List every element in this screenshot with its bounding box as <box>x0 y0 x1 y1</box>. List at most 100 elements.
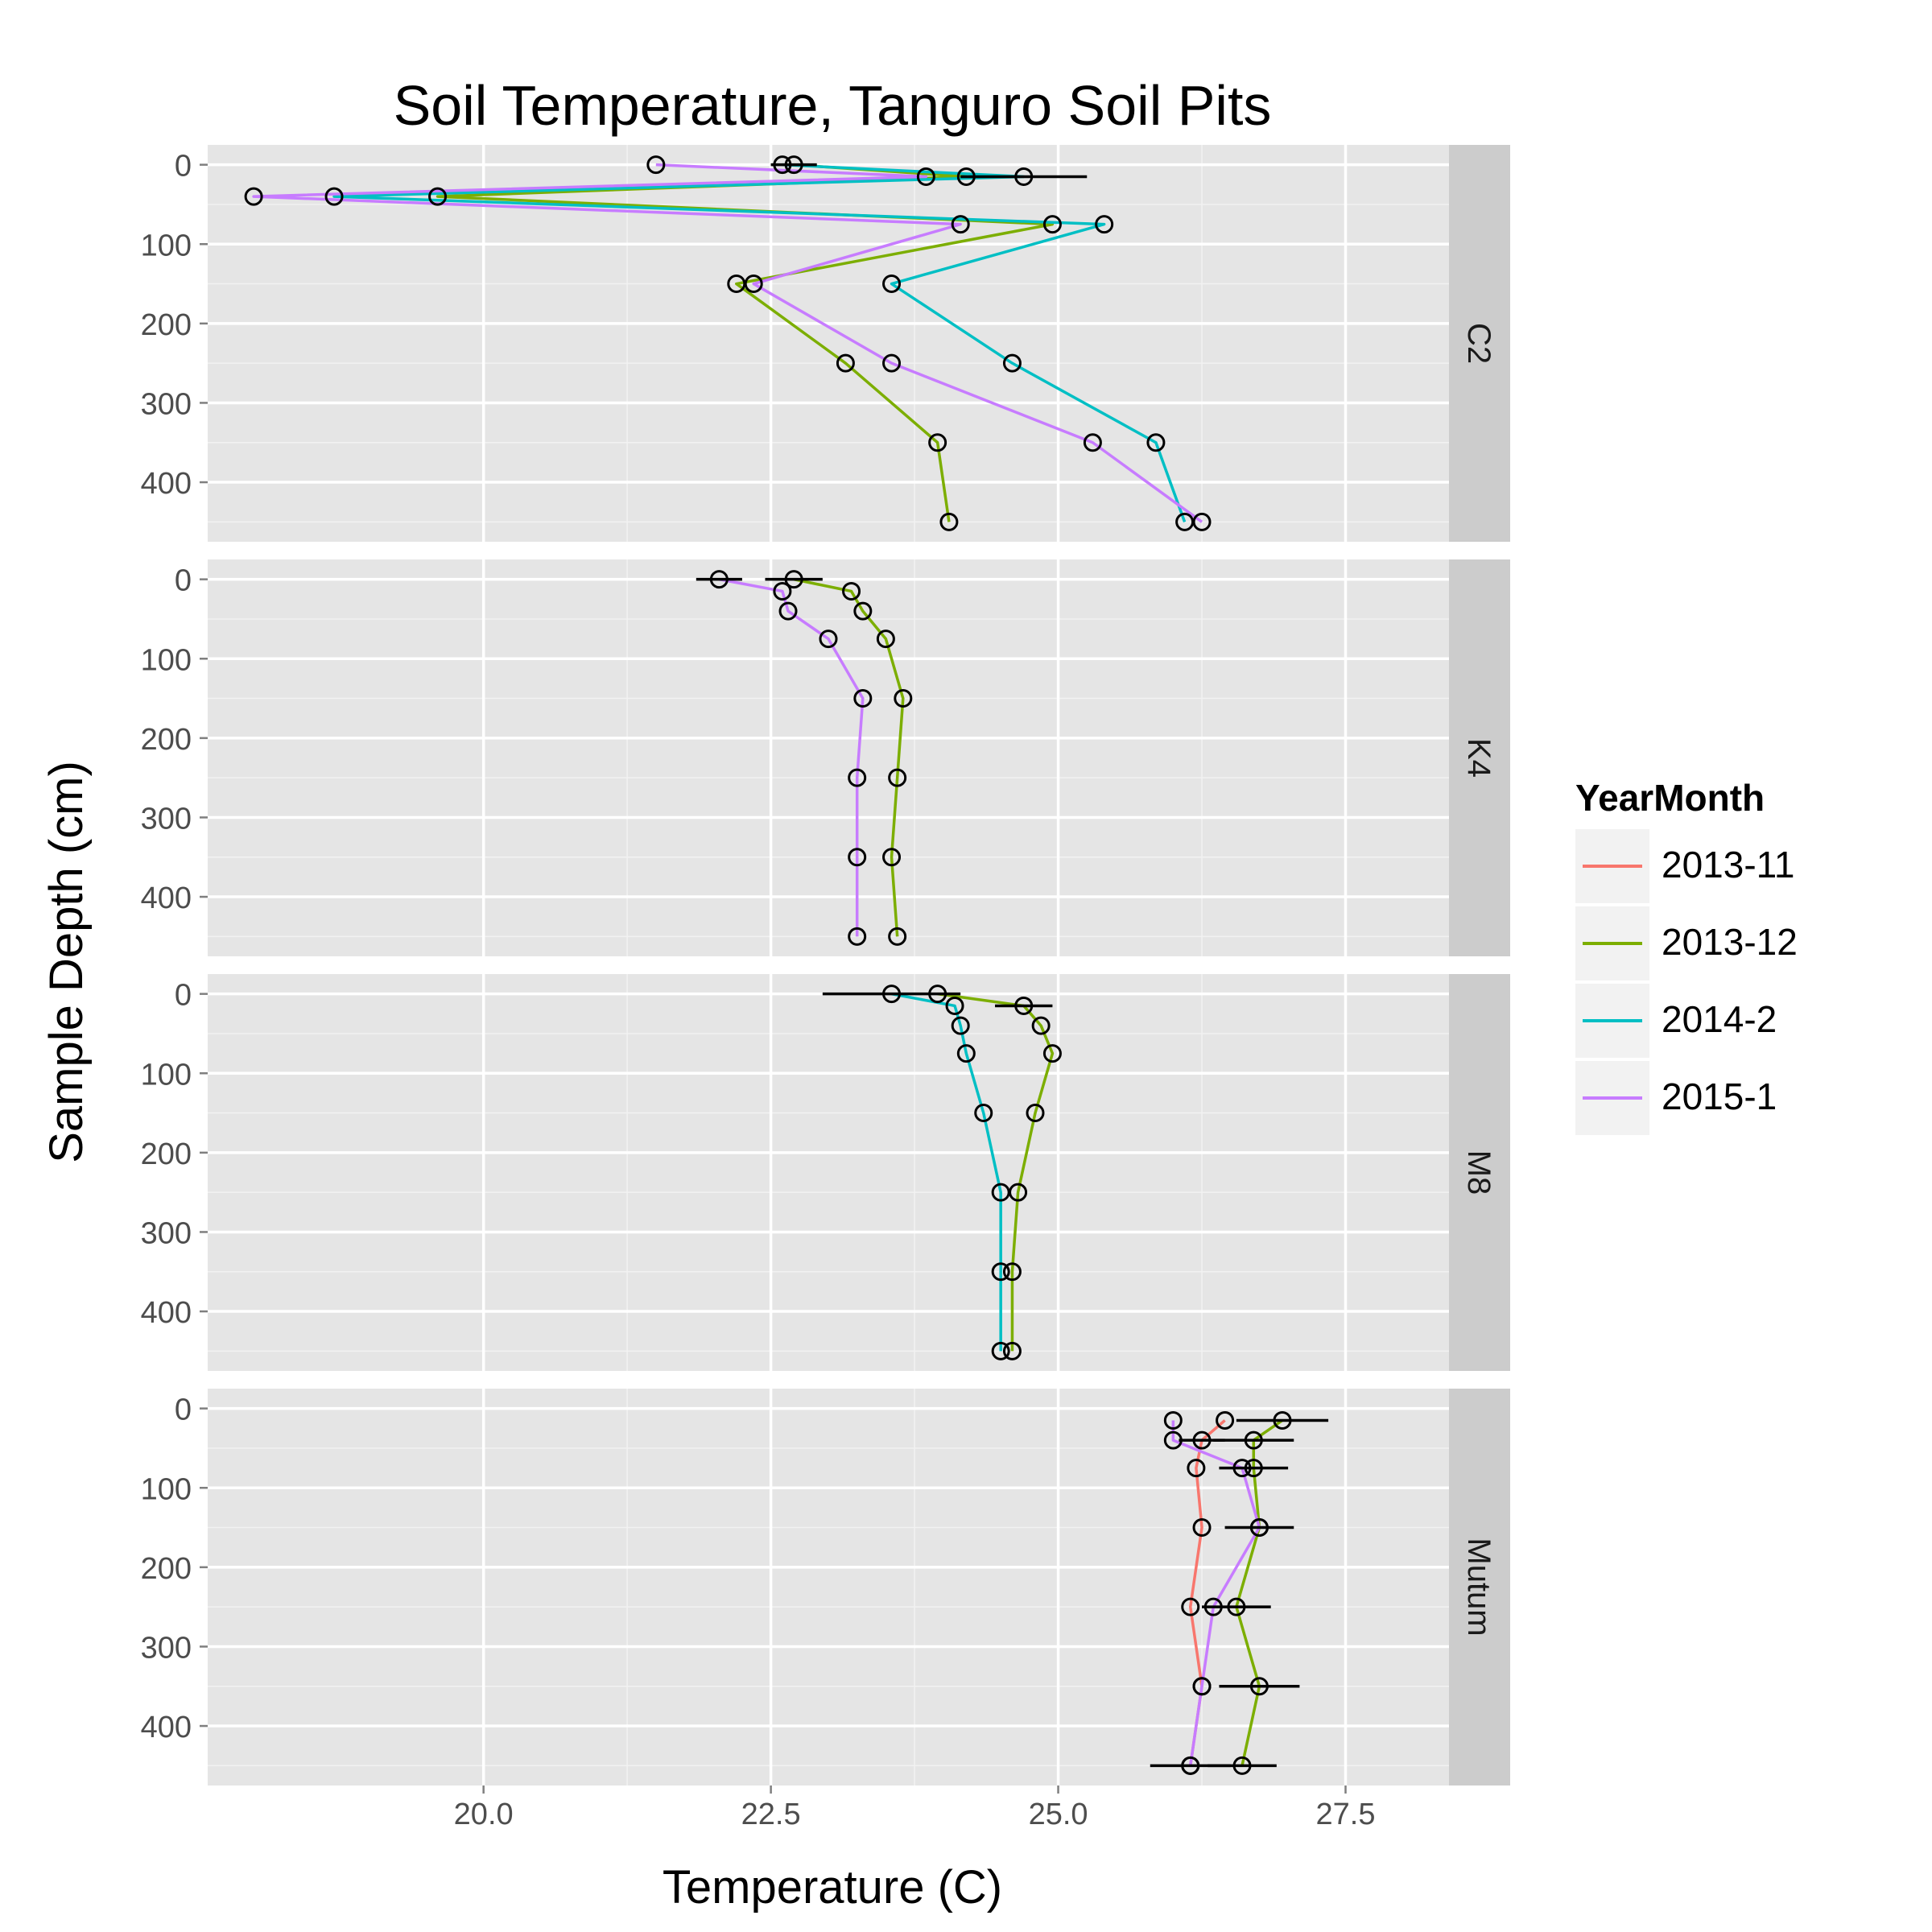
facet-label-c2: C2 <box>1461 323 1496 364</box>
facet-strip <box>1449 974 1510 1371</box>
data-point <box>1014 167 1034 186</box>
panel-c2: 0 100 200 300 400 C2 <box>141 145 1510 542</box>
data-point <box>974 1104 993 1123</box>
legend-label: 2013-12 <box>1662 921 1798 963</box>
panel-k4: 0 100 200 300 400 K4 <box>141 559 1510 956</box>
data-point <box>1163 1430 1183 1450</box>
y-axis-label: Sample Depth (cm) <box>40 761 93 1163</box>
y-tick-label: 300 <box>141 387 192 421</box>
data-point <box>1216 1410 1235 1430</box>
x-axis-label: Temperature (C) <box>663 1861 1002 1913</box>
data-point <box>244 187 263 206</box>
series-line-2013-12 <box>793 577 905 937</box>
y-tick-label: 400 <box>141 881 192 915</box>
data-point <box>991 1341 1010 1360</box>
data-point <box>1232 1459 1252 1478</box>
data-point <box>1249 1677 1269 1696</box>
legend-label: 2014-2 <box>1662 998 1777 1040</box>
y-tick-label: 100 <box>141 1472 192 1506</box>
data-point <box>848 848 867 867</box>
data-point <box>1227 1597 1246 1616</box>
data-point <box>324 187 344 206</box>
data-point <box>945 996 964 1015</box>
legend-label: 2013-11 <box>1662 844 1794 886</box>
y-tick-label: 0 <box>175 150 192 184</box>
y-tick-label: 200 <box>141 308 192 342</box>
data-point <box>991 1183 1010 1202</box>
legend-item: 2014-2 <box>1575 984 1777 1058</box>
data-point <box>784 155 803 175</box>
data-point <box>916 167 935 186</box>
facet-strip <box>1449 559 1510 956</box>
facet-label-k4: K4 <box>1461 738 1496 778</box>
data-point <box>928 433 947 452</box>
data-point <box>1042 1044 1062 1063</box>
data-point <box>1244 1430 1263 1450</box>
panel-background <box>208 145 1449 542</box>
data-point <box>1181 1756 1200 1775</box>
data-point <box>778 601 798 621</box>
data-point <box>882 848 902 867</box>
legend-item: 2013-12 <box>1575 906 1798 980</box>
series-line-2014-2 <box>891 992 1002 1352</box>
data-point <box>1095 215 1114 234</box>
data-point <box>1042 215 1062 234</box>
data-point <box>773 581 792 601</box>
data-point <box>956 167 976 186</box>
y-tick-label: 100 <box>141 1058 192 1092</box>
data-point <box>951 1016 970 1035</box>
legend-item: 2015-1 <box>1575 1061 1777 1135</box>
data-point <box>1002 353 1022 373</box>
data-point <box>1002 1341 1022 1360</box>
legend-items: 2013-11 2013-12 2014-2 2015-1 <box>1575 829 1798 1135</box>
y-tick-label: 300 <box>141 1216 192 1250</box>
y-tick-label: 0 <box>175 1393 192 1427</box>
facet-label-mutum: Mutum <box>1461 1538 1496 1636</box>
data-point <box>951 215 970 234</box>
data-point <box>1187 1459 1206 1478</box>
data-point <box>1002 1262 1022 1282</box>
facet-strip <box>1449 145 1510 542</box>
series-line-2014-2 <box>332 163 1187 522</box>
facet-strip <box>1449 1389 1510 1785</box>
series-line-2015-1 <box>252 163 1203 523</box>
y-tick-label: 200 <box>141 1552 192 1586</box>
data-point <box>882 985 902 1004</box>
data-point <box>773 155 792 175</box>
data-point <box>1273 1410 1292 1430</box>
legend-item: 2013-11 <box>1575 829 1794 903</box>
data-point <box>836 353 855 373</box>
data-point <box>1232 1756 1252 1775</box>
data-point <box>848 927 867 946</box>
data-point <box>853 601 873 621</box>
data-point <box>853 689 873 708</box>
series-line-2015-1 <box>719 577 865 937</box>
data-point <box>882 275 902 294</box>
data-point <box>848 768 867 787</box>
data-point <box>1146 433 1166 452</box>
data-point <box>956 1044 976 1063</box>
x-axis: 20.0 22.5 25.0 27.5 <box>454 1785 1375 1831</box>
y-tick-label: 300 <box>141 802 192 836</box>
data-point <box>1192 1518 1212 1538</box>
data-point <box>991 1262 1010 1282</box>
data-point <box>1192 1430 1212 1450</box>
data-point <box>646 155 666 175</box>
data-point <box>819 630 838 649</box>
data-point <box>1192 512 1212 531</box>
data-point <box>1244 1459 1263 1478</box>
chart-title: Soil Temperature, Tanguro Soil Pits <box>394 74 1272 137</box>
data-point <box>784 570 803 589</box>
legend-label: 2015-1 <box>1662 1075 1777 1117</box>
legend: YearMonth 2013-11 2013-12 2014-2 2015-1 <box>1575 777 1798 1135</box>
data-point <box>928 985 947 1004</box>
data-point <box>1249 1518 1269 1538</box>
data-point <box>744 275 763 294</box>
data-point <box>428 187 448 206</box>
y-tick-label: 0 <box>175 564 192 598</box>
series-line-2013-12 <box>937 992 1055 1352</box>
y-tick-label: 0 <box>175 979 192 1013</box>
data-point <box>1163 1410 1183 1430</box>
facet-panels: 0 100 200 300 400 C2 0 100 200 300 400 K4 0 100 200 300… <box>141 145 1510 1785</box>
